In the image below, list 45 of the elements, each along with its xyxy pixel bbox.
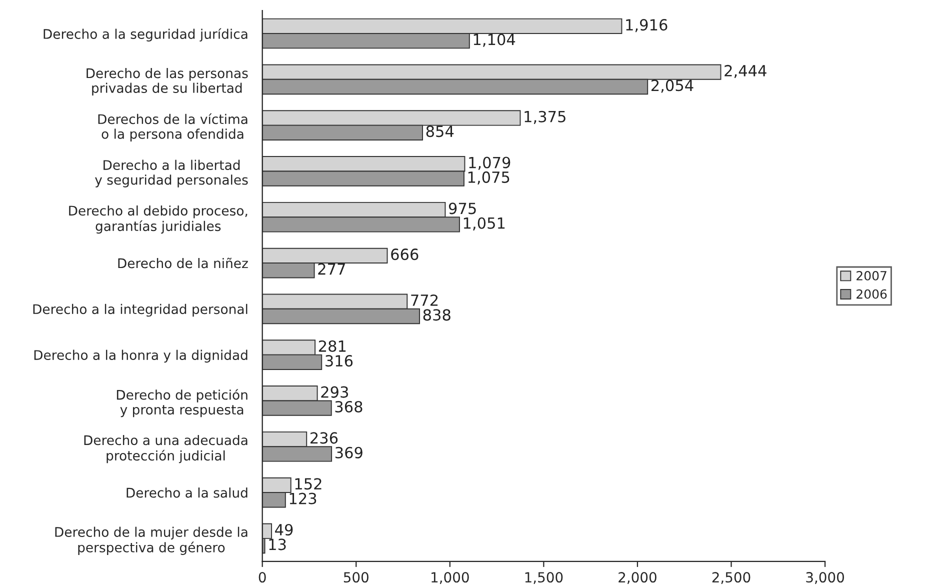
- data-label: 277: [318, 263, 345, 275]
- x-tick-label: 500: [344, 572, 368, 583]
- data-label: 2,444: [724, 64, 766, 78]
- legend-label: 2006: [856, 289, 887, 299]
- data-label: 49: [275, 524, 293, 536]
- data-label: 1,051: [464, 217, 505, 230]
- x-tick-label: 1,000: [432, 572, 469, 584]
- x-tick-label: 1,500: [525, 572, 563, 584]
- x-tick-label: 0: [258, 572, 266, 583]
- data-label: 2,054: [651, 80, 694, 93]
- y-tick-label: Derecho de las personas privadas de su libertad: [86, 68, 248, 96]
- y-tick-label: Derecho de la niñez: [118, 258, 248, 268]
- y-tick-label: Derecho al debido proceso, garantías juridiales: [69, 205, 248, 234]
- y-tick-label: Derecho de petición y pronta respuesta: [116, 389, 248, 418]
- data-label: 369: [335, 446, 362, 458]
- data-label: 123: [290, 492, 316, 504]
- y-tick-label: Derecho a la libertad y seguridad personales: [95, 160, 248, 188]
- x-tick-label: 2,500: [712, 572, 750, 584]
- data-label: 368: [335, 400, 362, 413]
- y-tick-label: Derechos de la víctima o la persona ofendida: [98, 113, 248, 142]
- data-label: 1,079: [469, 156, 510, 170]
- data-label: 152: [295, 478, 322, 490]
- x-tick-label: 3,000: [806, 572, 844, 584]
- data-label: 1,104: [474, 34, 516, 47]
- data-label: 13: [269, 538, 286, 550]
- y-tick-label: Derecho a la salud: [126, 488, 248, 498]
- data-label: 1,075: [468, 171, 510, 185]
- data-label: 666: [391, 248, 418, 260]
- legend-label: 2007: [856, 270, 886, 280]
- data-label: 293: [321, 386, 348, 398]
- x-tick-label: 2,000: [618, 572, 656, 584]
- data-label: 1,916: [626, 19, 668, 32]
- data-label: 316: [326, 355, 353, 367]
- data-label: 854: [426, 126, 454, 138]
- y-tick-label: Derecho a la integridad personal: [33, 304, 248, 317]
- data-label: 1,375: [524, 110, 566, 124]
- data-label: 772: [411, 294, 438, 306]
- y-tick-label: Derecho a la honra y la dignidad: [34, 350, 248, 363]
- y-tick-label: Derecho a una adecuada protección judicial: [84, 434, 248, 464]
- y-tick-label: Derecho a la seguridad jurídica: [44, 28, 248, 42]
- y-tick-label: Derecho de la mujer desde la perspectiva de género: [55, 526, 248, 555]
- data-label: 236: [310, 432, 338, 444]
- data-label: 281: [318, 340, 346, 352]
- data-label: 975: [448, 202, 476, 214]
- data-label: 838: [423, 309, 450, 321]
